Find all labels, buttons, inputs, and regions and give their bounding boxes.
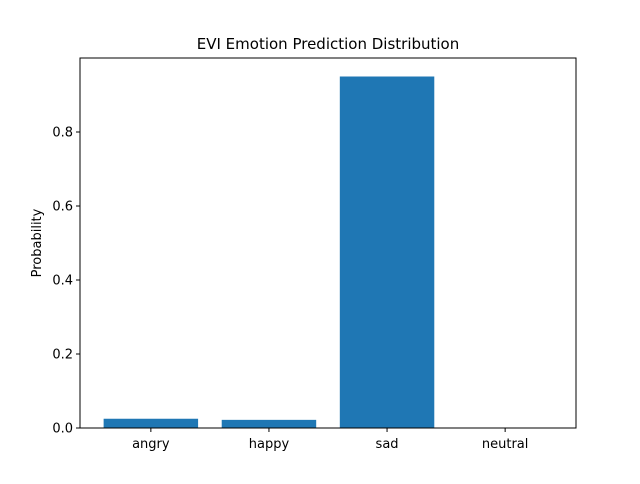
- bar-sad: [340, 77, 434, 429]
- x-tick-label: angry: [132, 437, 170, 452]
- y-tick-label: 0.8: [52, 126, 73, 141]
- x-tick-label: neutral: [482, 437, 529, 452]
- bar-angry: [104, 419, 198, 428]
- x-tick-label: happy: [249, 437, 290, 452]
- y-axis-label: Probability: [30, 208, 45, 277]
- chart-title: EVI Emotion Prediction Distribution: [197, 35, 460, 53]
- y-tick-label: 0.6: [52, 200, 73, 215]
- y-tick-label: 0.4: [52, 274, 73, 289]
- bar-happy: [222, 420, 316, 428]
- x-tick-label: sad: [376, 437, 399, 452]
- y-tick-label: 0.0: [52, 422, 73, 437]
- y-tick-label: 0.2: [52, 348, 73, 363]
